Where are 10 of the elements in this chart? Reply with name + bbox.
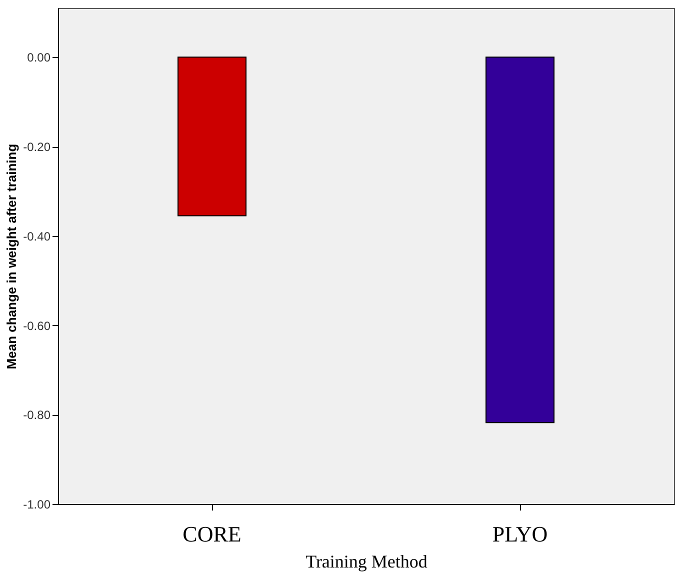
y-tick-label: 0.00 xyxy=(27,50,51,65)
y-tick-label: -0.40 xyxy=(23,229,51,244)
x-axis-title: Training Method xyxy=(306,552,428,572)
y-tick-label: -0.80 xyxy=(23,408,51,422)
y-axis-title: Mean change in weight after training xyxy=(4,144,20,370)
x-tick-label: CORE xyxy=(182,522,242,546)
y-tick-label: -0.20 xyxy=(23,140,51,154)
y-tick-label: -0.60 xyxy=(23,318,51,333)
y-tick-label: -1.00 xyxy=(23,498,51,512)
x-tick-label: PLYO xyxy=(492,522,548,546)
